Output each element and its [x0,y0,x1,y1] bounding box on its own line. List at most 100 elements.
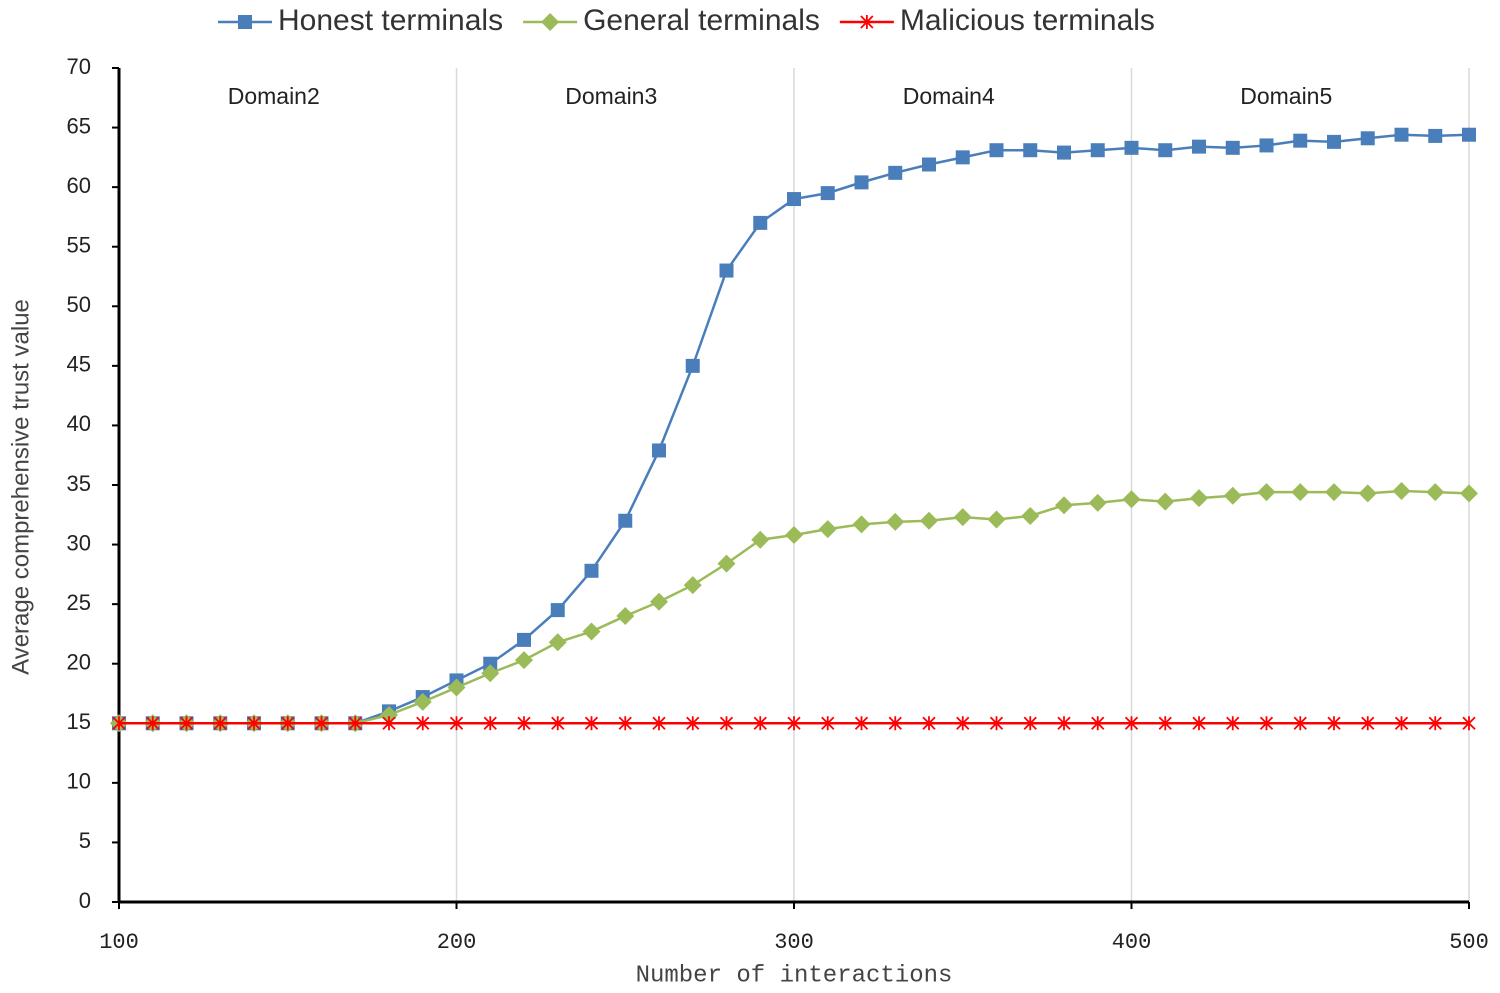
marker [517,632,531,647]
marker [550,603,565,618]
marker [213,716,227,731]
marker [1325,483,1343,502]
marker [753,716,767,731]
marker [584,563,599,578]
marker [1124,716,1139,731]
marker [1428,716,1442,731]
y-tick-label: 15 [67,709,91,734]
marker [413,692,432,711]
marker [1327,716,1341,731]
marker [179,716,194,731]
marker [683,576,702,595]
y-tick-label: 25 [67,590,91,615]
marker [517,716,531,731]
marker [1158,143,1173,158]
legend-entry: Malicious terminals [839,4,1155,37]
marker [348,716,362,731]
marker [1088,493,1107,512]
legend-entry: Honest terminals [218,4,503,37]
legend-marker [541,13,560,31]
marker [1462,716,1476,731]
marker [483,656,498,671]
marker [854,716,869,731]
legend-marker [238,15,252,29]
marker [1223,486,1242,505]
marker [1293,716,1307,731]
marker [650,592,668,611]
y-tick-label: 45 [67,352,91,377]
marker [447,678,466,697]
marker [920,511,938,530]
marker [719,716,734,731]
annotation: Domain3 [565,83,657,109]
marker [582,622,601,641]
marker [753,215,768,230]
marker [1291,483,1310,502]
marker [449,716,464,731]
x-tick-label: 400 [1112,930,1152,955]
y-tick-label: 20 [67,650,91,675]
marker [1192,716,1206,731]
marker [548,633,567,652]
marker [1257,483,1276,502]
marker [719,263,734,278]
marker [616,607,635,626]
marker [854,175,869,190]
marker [821,716,835,731]
marker [955,150,970,165]
y-axis-label: Average comprehensive trust value [7,299,34,675]
marker [1156,492,1175,511]
marker [922,716,936,731]
marker [1293,133,1308,148]
annotation: Domain4 [903,83,995,109]
marker [953,508,972,527]
legend-entry: General terminals [523,4,820,37]
marker [1426,483,1445,502]
y-tick-label: 65 [67,113,91,138]
legend-label: Malicious terminals [900,4,1155,37]
marker [1091,716,1105,731]
marker [1394,127,1409,142]
marker [1259,716,1274,731]
marker [852,515,871,534]
marker [922,157,936,172]
marker [1462,127,1476,142]
marker [1360,131,1375,146]
marker [314,716,329,731]
y-tick-label: 30 [67,530,91,555]
marker [686,716,700,731]
x-tick-label: 100 [99,930,139,955]
marker [1226,716,1240,731]
marker [481,664,500,683]
annotation: Domain2 [228,83,320,109]
marker [1225,140,1240,155]
y-tick-label: 35 [67,471,91,496]
marker [1192,139,1206,154]
marker [1057,716,1071,731]
y-tick-label: 0 [79,888,91,913]
marker [685,358,700,373]
marker [515,651,533,670]
marker [281,716,295,731]
marker [787,192,801,207]
marker [1361,716,1375,731]
y-tick-label: 5 [79,828,91,853]
marker [956,716,970,731]
marker [1394,716,1409,731]
legend-label: Honest terminals [278,4,503,37]
marker [652,716,666,731]
x-axis-label: Number of interactions [636,962,953,989]
x-tick-label: 200 [437,930,477,955]
marker [247,716,261,731]
marker [1327,134,1341,149]
marker [652,443,666,458]
y-tick-label: 70 [67,54,91,79]
y-tick-label: 55 [67,233,91,258]
marker [888,716,902,731]
marker [1158,716,1172,731]
marker [717,554,736,573]
marker [820,186,835,201]
marker [1057,145,1071,160]
marker [787,716,801,731]
y-tick-label: 10 [67,769,91,794]
